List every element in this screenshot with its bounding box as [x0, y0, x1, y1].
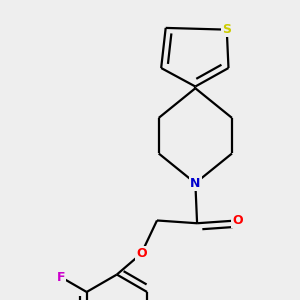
- Text: O: O: [136, 247, 147, 260]
- Text: F: F: [57, 271, 65, 284]
- Text: S: S: [222, 23, 231, 36]
- Text: N: N: [190, 177, 200, 190]
- Text: O: O: [232, 214, 242, 227]
